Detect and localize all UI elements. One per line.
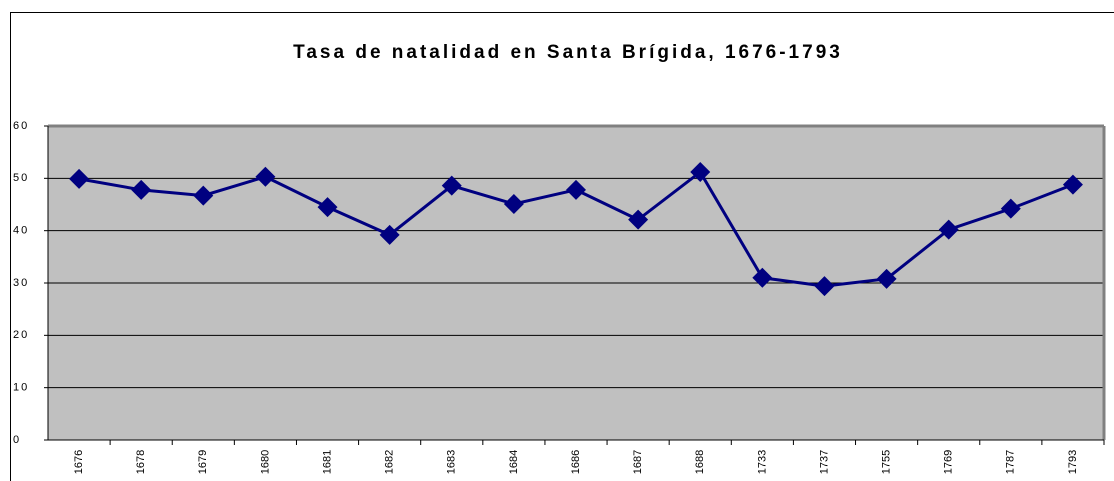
x-tick-label: 1678: [135, 450, 147, 474]
x-tick-label: 1679: [197, 450, 209, 474]
data-marker: [317, 197, 338, 218]
chart-title: Tasa de natalidad en Santa Brígida, 1676…: [293, 42, 843, 63]
x-tick-label: 1793: [1067, 450, 1079, 474]
y-tick-label: 10: [13, 382, 29, 394]
x-tick-label: 1680: [259, 450, 271, 474]
x-tick-label: 1681: [321, 450, 333, 474]
data-marker: [938, 219, 959, 240]
x-tick-label: 1682: [384, 450, 396, 474]
x-tick-label: 1683: [446, 450, 458, 474]
data-marker: [441, 175, 462, 196]
y-tick-label: 40: [13, 225, 29, 237]
x-tick-label: 1686: [570, 450, 582, 474]
data-marker: [255, 166, 276, 187]
data-marker: [814, 276, 835, 297]
data-marker: [131, 179, 152, 200]
x-tick-label: 1737: [818, 450, 830, 474]
y-tick-label: 60: [13, 120, 29, 132]
data-marker: [690, 162, 711, 183]
data-marker: [752, 267, 773, 288]
data-marker: [628, 209, 649, 230]
x-tick-label: 1688: [694, 450, 706, 474]
data-marker: [566, 179, 586, 200]
x-tick-label: 1755: [880, 450, 892, 474]
data-marker: [503, 193, 524, 214]
data-marker: [69, 168, 90, 189]
x-tick-label: 1676: [73, 450, 85, 474]
data-marker: [876, 268, 897, 289]
x-tick-label: 1769: [943, 450, 955, 474]
data-marker: [379, 224, 400, 245]
y-tick-label: 20: [13, 329, 29, 341]
y-tick-label: 30: [13, 277, 29, 289]
data-marker: [1062, 174, 1083, 195]
x-tick-label: 1687: [632, 450, 644, 474]
x-tick-label: 1684: [508, 450, 520, 474]
x-tick-label: 1787: [1005, 450, 1017, 474]
x-tick-label: 1733: [756, 450, 768, 474]
data-marker: [1000, 198, 1021, 219]
data-marker: [193, 185, 214, 206]
y-tick-label: 0: [13, 434, 21, 446]
y-tick-label: 50: [13, 172, 29, 184]
